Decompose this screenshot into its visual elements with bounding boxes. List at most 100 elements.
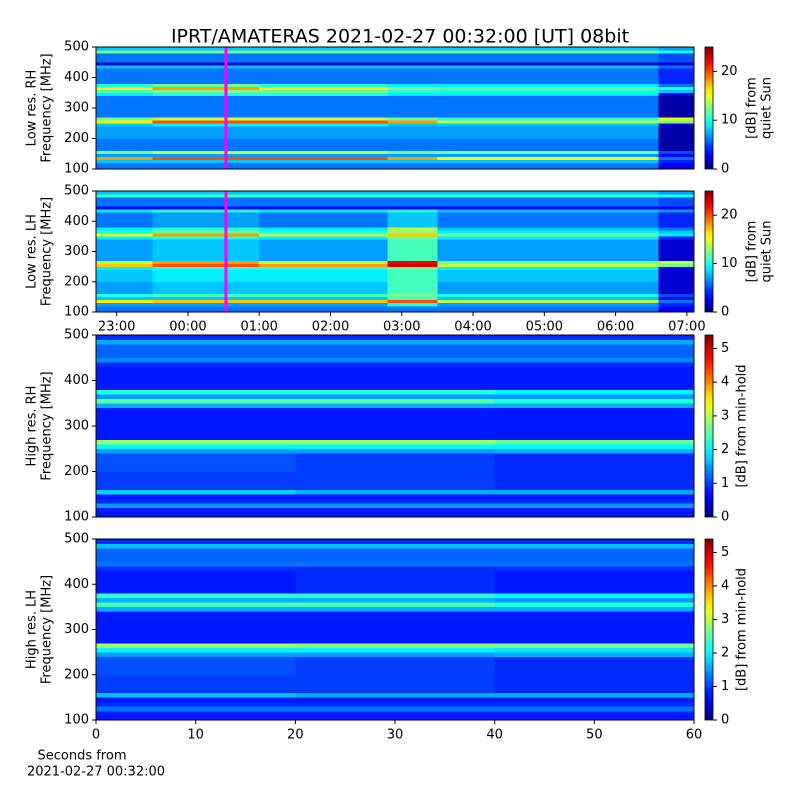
heatmap-cell	[96, 643, 296, 648]
heatmap-cell	[259, 95, 388, 118]
x-tick-label: 00:00	[169, 320, 206, 335]
heatmap-cell	[152, 305, 260, 313]
heatmap-cell	[152, 212, 260, 228]
heatmap-cell	[96, 150, 153, 155]
heatmap-cell	[494, 548, 695, 562]
x-tick-label: 10	[187, 728, 204, 743]
heatmap-cell	[152, 281, 260, 295]
heatmap-cell	[658, 212, 695, 228]
heatmap-cell	[658, 233, 695, 237]
heatmap-cell	[152, 239, 260, 261]
heatmap-cell	[658, 194, 695, 198]
heatmap-cell	[259, 209, 388, 213]
heatmap-cell	[96, 710, 296, 721]
y-tick-label: 400	[64, 577, 89, 592]
heatmap-cell	[96, 296, 153, 301]
heatmap-cell	[437, 162, 659, 170]
heatmap-cell	[96, 407, 296, 440]
heatmap-cell	[259, 126, 388, 139]
y-tick-label: 200	[64, 274, 89, 289]
heatmap-cell	[295, 494, 495, 500]
heatmap-cell	[96, 50, 153, 54]
heatmap-cell	[152, 153, 260, 158]
heatmap-cell	[259, 89, 388, 94]
heatmap-cell	[494, 652, 695, 657]
heatmap-cell	[96, 239, 153, 261]
heatmap-cell	[658, 305, 695, 313]
heatmap-cell	[152, 47, 260, 51]
heatmap-cell	[437, 83, 659, 87]
y-tick-label: 300	[64, 101, 89, 116]
heatmap-cell	[387, 299, 438, 304]
heatmap-cell	[387, 47, 438, 51]
heatmap-cell	[295, 498, 495, 504]
heatmap-cell	[387, 62, 438, 66]
heatmap-cell	[387, 296, 438, 301]
heatmap-cell	[152, 86, 260, 90]
heatmap-cell	[494, 647, 695, 653]
y-label: Frequency [MHz]	[40, 371, 55, 480]
heatmap-cell	[295, 710, 495, 721]
heatmap-cell	[494, 398, 695, 404]
colorbar-tick-label: 4	[721, 375, 729, 390]
heatmap-cell	[152, 53, 260, 63]
heatmap-cell	[295, 606, 495, 612]
heatmap-cell	[259, 197, 388, 207]
x-tick-label: 07:00	[668, 320, 705, 335]
heatmap-cell	[96, 194, 153, 198]
heatmap-cell	[259, 281, 388, 295]
heatmap-cell	[494, 561, 695, 567]
heatmap-cell	[494, 389, 695, 395]
heatmap-cell	[437, 138, 659, 151]
heatmap-cell	[96, 269, 153, 283]
heatmap-cell	[387, 50, 438, 54]
heatmap-cell	[96, 611, 296, 644]
heatmap-cell	[259, 62, 388, 66]
heatmap-cell	[295, 489, 495, 495]
heatmap-cell	[96, 701, 296, 707]
heatmap-cell	[437, 293, 659, 298]
x-tick-label: 30	[387, 728, 404, 743]
heatmap-cell	[658, 83, 695, 87]
heatmap-cell	[658, 263, 695, 267]
heatmap-cell	[387, 227, 438, 231]
heatmap-cell	[96, 227, 153, 231]
heatmap-cell	[152, 62, 260, 66]
heatmap-cell	[437, 53, 659, 63]
heatmap-cell	[96, 335, 296, 340]
heatmap-cell	[259, 47, 388, 51]
heatmap-cell	[437, 159, 659, 164]
heatmap-cell	[437, 260, 659, 264]
heatmap-cell	[152, 269, 260, 283]
heatmap-cell	[96, 62, 153, 66]
heatmap-cell	[295, 439, 495, 445]
heatmap-cell	[494, 448, 695, 454]
heatmap-cell	[658, 227, 695, 231]
heatmap-cell	[658, 95, 695, 118]
heatmap-cell	[494, 597, 695, 603]
heatmap-cell	[295, 448, 495, 454]
heatmap-cell	[259, 302, 388, 307]
heatmap-cell	[152, 233, 260, 237]
heatmap-cell	[152, 159, 260, 164]
heatmap-cell	[96, 260, 153, 264]
heatmap-cell	[658, 159, 695, 164]
heatmap-cell	[658, 62, 695, 66]
colorbar-tick-label: 10	[721, 113, 738, 128]
heatmap-cell	[437, 266, 659, 270]
heatmap-cell	[96, 263, 153, 267]
heatmap-cell	[259, 194, 388, 198]
heatmap-cell	[96, 159, 153, 164]
heatmap-cell	[96, 53, 153, 63]
x-tick-label: 05:00	[526, 320, 563, 335]
heatmap-cell	[437, 47, 659, 51]
heatmap-cell	[295, 394, 495, 399]
heatmap-cell	[96, 153, 153, 158]
heatmap-cell	[96, 362, 296, 368]
heatmap-cell	[96, 647, 296, 653]
heatmap-cell	[259, 293, 388, 298]
heatmap-cell	[437, 126, 659, 139]
heatmap-cell	[658, 191, 695, 195]
heatmap-cell	[387, 269, 438, 283]
heatmap-cell	[295, 602, 495, 608]
